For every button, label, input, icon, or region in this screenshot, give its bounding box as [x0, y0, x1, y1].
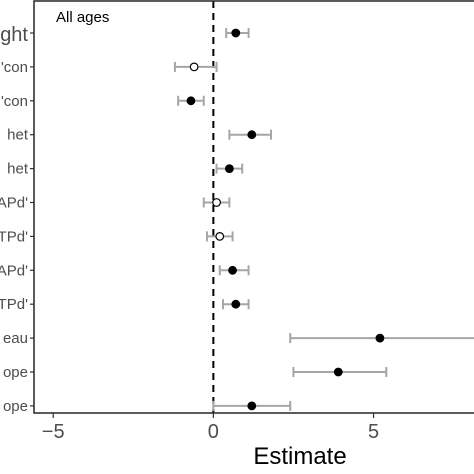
panel-border — [33, 0, 474, 414]
estimate-point-filled — [228, 265, 237, 275]
estimate-row — [292, 367, 388, 377]
estimate-point-filled — [224, 164, 234, 174]
y-tick-label: 'con — [1, 59, 28, 76]
x-axis-title: Estimate — [253, 443, 346, 470]
y-tick-label: ope — [3, 398, 28, 415]
y-tick-label: ope — [3, 364, 28, 381]
y-tick-label: TPd' — [0, 296, 28, 313]
estimate-row — [205, 231, 234, 242]
estimate-point-filled — [186, 96, 196, 106]
estimate-point-filled — [231, 299, 241, 309]
estimate-row — [177, 95, 205, 106]
y-tick-label: APd' — [0, 262, 28, 279]
estimate-row — [202, 197, 231, 208]
y-tick-label: APd' — [0, 195, 28, 212]
estimate-point-open — [215, 231, 225, 241]
estimate-point-open — [189, 62, 199, 72]
x-tick-label: 0 — [208, 421, 219, 443]
estimate-point-filled — [247, 401, 257, 411]
estimate-row — [289, 333, 474, 344]
y-tick-label: ght — [0, 24, 28, 46]
y-tick-label: het — [7, 127, 29, 144]
estimate-row — [215, 163, 244, 174]
x-tick-label: 5 — [368, 421, 379, 443]
estimate-point-filled — [333, 367, 343, 377]
estimate-row — [225, 28, 250, 38]
estimate-point-open — [212, 198, 221, 207]
estimate-row — [228, 129, 273, 140]
y-tick-label: 'con — [1, 93, 28, 110]
estimate-row — [218, 265, 250, 276]
panel-annotation: All ages — [56, 9, 109, 26]
x-tick-label: −5 — [42, 421, 65, 443]
estimate-point-filled — [231, 28, 241, 38]
y-tick-label: TPd' — [0, 228, 28, 245]
estimate-row — [212, 400, 292, 411]
estimate-row — [221, 299, 250, 310]
estimate-point-filled — [375, 333, 385, 343]
y-tick-label: het — [7, 161, 29, 178]
y-tick-label: eau — [3, 330, 28, 347]
estimate-point-filled — [247, 130, 257, 140]
estimate-row — [173, 61, 218, 72]
